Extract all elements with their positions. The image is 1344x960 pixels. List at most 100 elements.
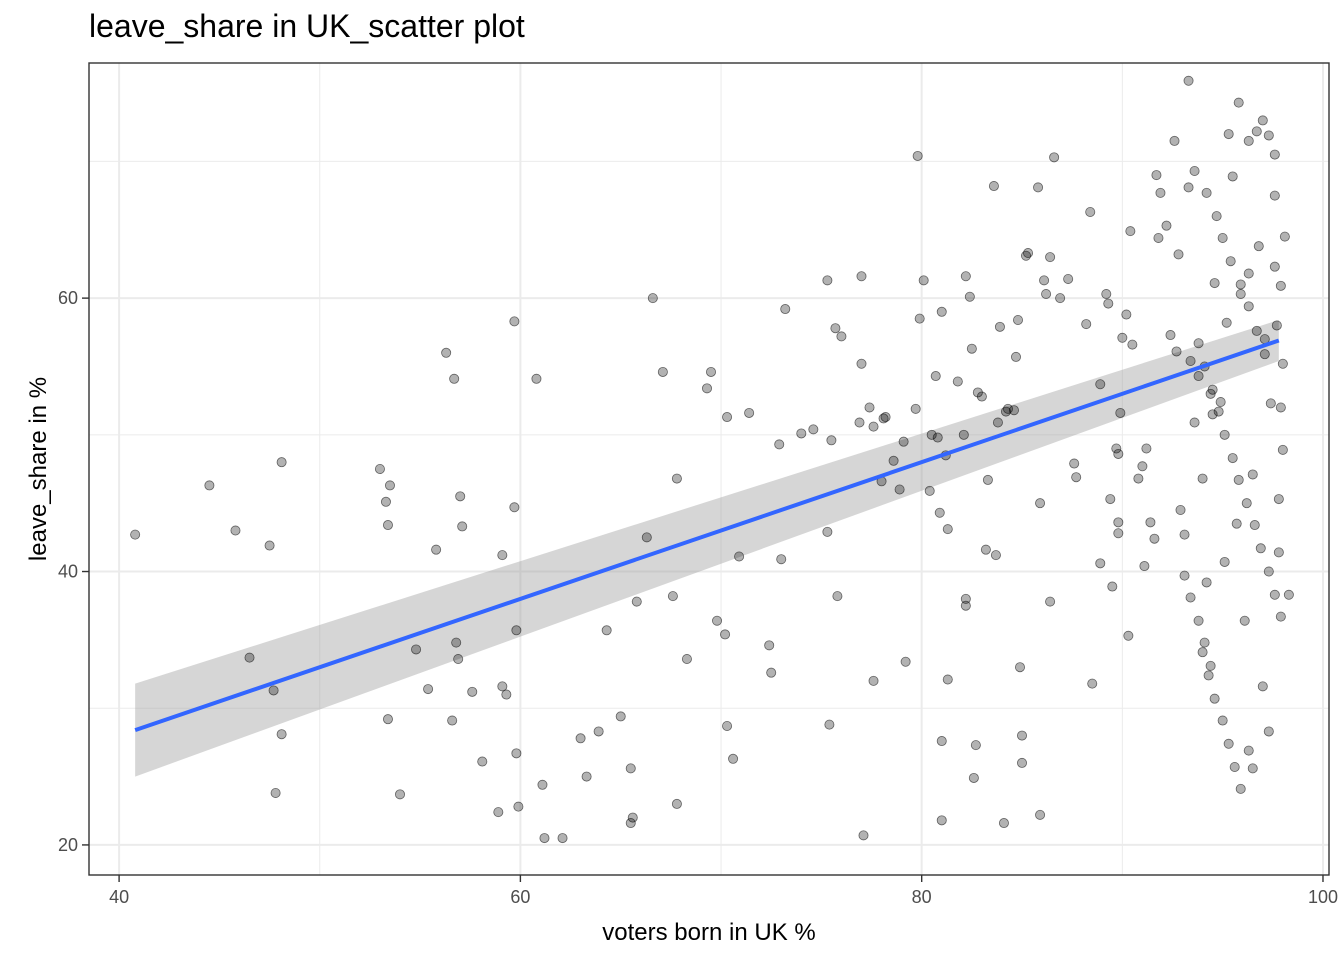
data-point	[1217, 232, 1228, 243]
data-point	[918, 275, 929, 286]
data-point	[1277, 358, 1288, 369]
data-point	[1169, 135, 1180, 146]
data-point	[276, 729, 287, 740]
data-point	[1265, 398, 1276, 409]
data-point	[453, 654, 464, 665]
data-point	[1235, 289, 1246, 300]
data-point	[1103, 298, 1114, 309]
data-point	[1271, 320, 1282, 331]
data-point	[1023, 248, 1034, 259]
data-point	[441, 347, 452, 358]
confidence-band-layer	[135, 319, 1279, 777]
data-point	[1139, 561, 1150, 572]
data-point	[960, 593, 971, 604]
data-point	[1171, 346, 1182, 357]
data-point	[936, 815, 947, 826]
data-point	[1269, 190, 1280, 201]
data-point	[1193, 615, 1204, 626]
data-point	[1165, 330, 1176, 341]
data-point	[557, 833, 568, 844]
data-point	[960, 271, 971, 282]
data-point	[1233, 97, 1244, 108]
data-point	[1123, 630, 1134, 641]
data-point	[1069, 458, 1080, 469]
data-point	[780, 304, 791, 315]
data-point	[854, 417, 865, 428]
data-point	[451, 637, 462, 648]
data-point	[982, 474, 993, 485]
data-point	[912, 150, 923, 161]
data-point	[894, 484, 905, 495]
data-point	[1233, 474, 1244, 485]
data-point	[1257, 681, 1268, 692]
data-point	[477, 756, 488, 767]
data-point	[382, 714, 393, 725]
data-point	[511, 625, 522, 636]
data-point	[455, 491, 466, 502]
data-point	[457, 521, 468, 532]
y-tick-label: 40	[58, 562, 78, 582]
data-point	[1225, 256, 1236, 267]
data-point	[1125, 226, 1136, 237]
data-point	[1227, 453, 1238, 464]
data-point	[1033, 182, 1044, 193]
data-point	[395, 789, 406, 800]
data-point	[1193, 371, 1204, 382]
data-point	[1161, 220, 1172, 231]
data-point	[992, 417, 1003, 428]
data-point	[1055, 293, 1066, 304]
data-point	[270, 787, 281, 798]
data-point	[830, 323, 841, 334]
data-point	[204, 480, 215, 491]
data-point	[934, 507, 945, 518]
data-point	[1008, 405, 1019, 416]
data-point	[880, 412, 891, 423]
data-point	[1017, 730, 1028, 741]
data-point	[832, 591, 843, 602]
data-point	[641, 532, 652, 543]
data-point	[910, 403, 921, 414]
data-point	[1107, 581, 1118, 592]
data-point	[1213, 406, 1224, 417]
data-point	[601, 625, 612, 636]
data-point	[1277, 444, 1288, 455]
data-point	[836, 331, 847, 342]
confidence-band	[135, 319, 1279, 777]
data-point	[980, 544, 991, 555]
data-point	[1241, 498, 1252, 509]
data-point	[497, 681, 508, 692]
data-point	[1275, 611, 1286, 622]
x-tick-label: 100	[1308, 887, 1338, 907]
data-point	[497, 550, 508, 561]
data-point	[1275, 402, 1286, 413]
data-point	[1137, 461, 1148, 472]
data-point	[631, 596, 642, 607]
data-point	[537, 779, 548, 790]
data-point	[764, 640, 775, 651]
data-point	[864, 402, 875, 413]
data-point	[1039, 275, 1050, 286]
data-point	[1203, 670, 1214, 681]
data-point	[988, 181, 999, 192]
data-point	[826, 435, 837, 446]
data-point	[1133, 473, 1144, 484]
trend-line-layer	[134, 338, 1280, 732]
data-point	[1219, 429, 1230, 440]
data-point	[431, 544, 442, 555]
data-point	[575, 733, 586, 744]
data-point	[244, 652, 255, 663]
data-point	[930, 371, 941, 382]
data-point	[868, 675, 879, 686]
data-point	[1243, 745, 1254, 756]
data-point	[1071, 472, 1082, 483]
data-point	[796, 428, 807, 439]
data-point	[722, 720, 733, 731]
data-point	[647, 293, 658, 304]
data-point	[712, 615, 723, 626]
data-point	[1173, 249, 1184, 260]
data-point	[1197, 473, 1208, 484]
data-point	[671, 473, 682, 484]
data-point	[722, 412, 733, 423]
data-point	[1185, 592, 1196, 603]
data-point	[1193, 338, 1204, 349]
